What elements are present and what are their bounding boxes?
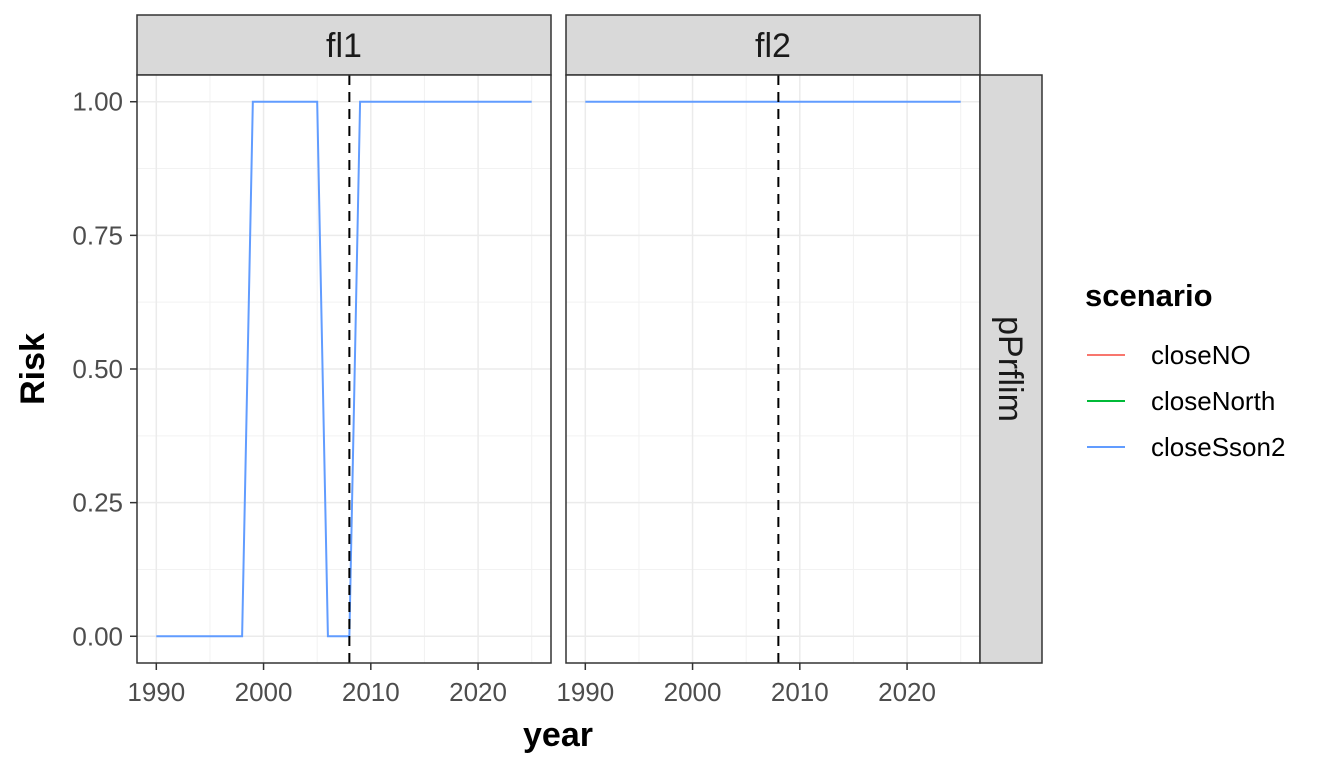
legend-label: closeNO <box>1151 340 1251 370</box>
y-tick-label: 0.75 <box>72 220 123 250</box>
grid-fl1 <box>137 75 551 663</box>
panel-title-fl2: fl2 <box>755 27 791 65</box>
x-tick-label: 2010 <box>342 677 400 707</box>
grid-fl2 <box>566 75 980 663</box>
x-axis-title: year <box>523 716 593 754</box>
x-tick-label: 1990 <box>556 677 614 707</box>
panel-strip-fl2 <box>565 14 981 76</box>
x-tick-label: 2000 <box>235 677 293 707</box>
y-axis: 0.00 0.25 0.50 0.75 1.00 <box>72 87 137 651</box>
series-line-closeSson2 <box>156 100 532 638</box>
row-strip-label: pPrflim <box>991 316 1029 422</box>
legend-label: closeSson2 <box>1151 432 1285 462</box>
x-axis-fl1: 1990 2000 2010 2020 <box>127 663 507 707</box>
y-axis-title: Risk <box>14 333 52 405</box>
legend-entries: closeNO closeNorth closeSson2 <box>1083 334 1285 468</box>
x-tick-label: 1990 <box>127 677 185 707</box>
panel-fl1: fl1 1990 2000 2010 2020 <box>127 14 552 707</box>
y-tick-label: 0.25 <box>72 488 123 518</box>
x-axis-fl2: 1990 2000 2010 2020 <box>556 663 936 707</box>
x-tick-label: 2000 <box>664 677 722 707</box>
y-tick-label: 1.00 <box>72 87 123 117</box>
panel-fl2: fl2 1990 2000 2010 2020 <box>556 14 981 707</box>
x-tick-label: 2020 <box>878 677 936 707</box>
y-tick-label: 0.50 <box>72 354 123 384</box>
panel-title-fl1: fl1 <box>326 27 362 65</box>
y-tick-label: 0.00 <box>72 621 123 651</box>
legend-label: closeNorth <box>1151 386 1275 416</box>
series-group-fl1 <box>156 100 532 638</box>
row-strip <box>979 74 1043 664</box>
legend: scenario closeNO closeNorth closeSson2 <box>1083 278 1285 468</box>
x-tick-label: 2010 <box>771 677 829 707</box>
panel-strip-fl1 <box>136 14 552 76</box>
x-tick-label: 2020 <box>449 677 507 707</box>
legend-title: scenario <box>1085 278 1213 313</box>
